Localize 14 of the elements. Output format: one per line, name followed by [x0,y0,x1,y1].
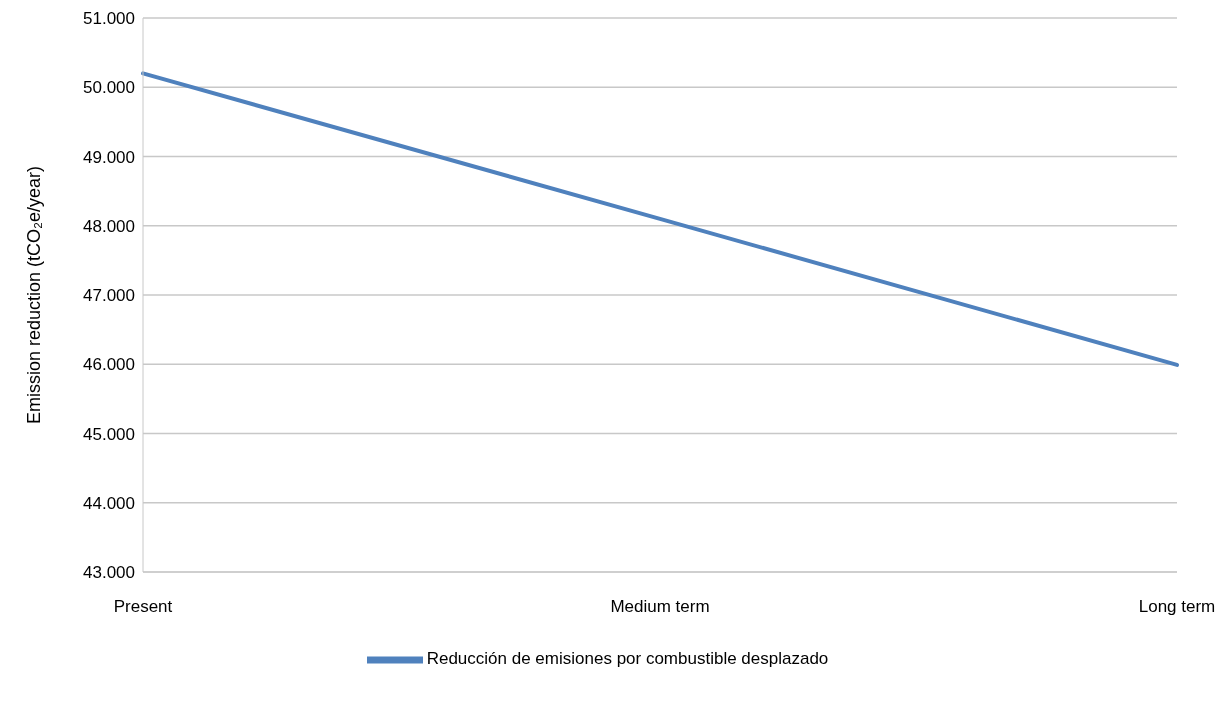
x-tick-label: Long term [1138,597,1216,617]
x-tick-label: Medium term [610,597,710,617]
y-tick-label: 44.000 [83,493,135,513]
y-tick-label: 51.000 [83,9,135,29]
y-axis-title: Emission reduction (tCO₂e/year) [24,165,44,425]
x-tick-label: Present [113,597,173,617]
y-tick-label: 47.000 [83,286,135,306]
y-tick-label: 43.000 [83,563,135,583]
legend-label: Reducción de emisiones por combustible desplazado [426,649,829,669]
y-tick-label: 50.000 [83,78,135,98]
y-tick-label: 48.000 [83,216,135,236]
y-tick-label: 45.000 [83,424,135,444]
y-tick-label: 46.000 [83,355,135,375]
y-tick-label: 49.000 [83,147,135,167]
